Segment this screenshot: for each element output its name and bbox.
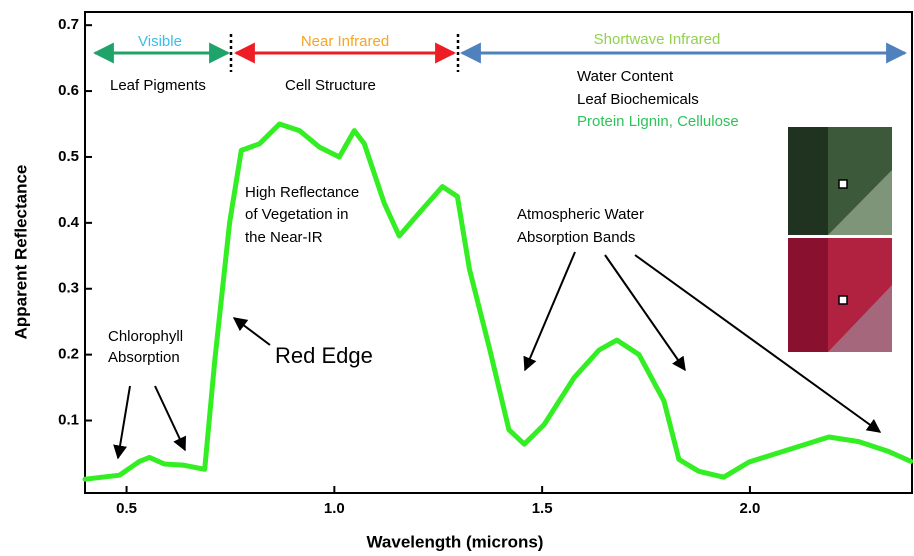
- image-forest: [788, 127, 828, 235]
- y-tick-label: 0.4: [58, 214, 80, 231]
- satellite-images: [788, 127, 892, 352]
- reflectance-line: [85, 124, 911, 479]
- y-tick-label: 0.1: [58, 411, 79, 428]
- chart: Wavelength (microns) Apparent Reflectanc…: [0, 0, 914, 556]
- image-forest: [788, 238, 828, 352]
- y-tick-label: 0.6: [58, 82, 79, 99]
- annotation: Protein Lignin, Cellulose: [577, 113, 739, 130]
- y-tick-label: 0.2: [58, 346, 79, 363]
- x-tick-label: 1.0: [324, 500, 345, 517]
- annotation: Leaf Biochemicals: [577, 91, 699, 108]
- arrow: [234, 318, 270, 345]
- annotation: Chlorophyll: [108, 328, 183, 345]
- x-tick-label: 0.5: [116, 500, 137, 517]
- arrow: [155, 386, 185, 450]
- region-label: Shortwave Infrared: [594, 31, 721, 48]
- arrow: [118, 386, 130, 458]
- image-marker: [839, 180, 847, 188]
- annotation: High Reflectance: [245, 184, 359, 201]
- annotation: of Vegetation in: [245, 206, 348, 223]
- region-label: Near Infrared: [301, 33, 389, 50]
- y-tick-label: 0.7: [58, 16, 79, 33]
- annotation: Atmospheric Water: [517, 206, 644, 223]
- x-tick-label: 1.5: [532, 500, 553, 517]
- y-axis-label: Apparent Reflectance: [11, 165, 30, 340]
- y-tick-label: 0.5: [58, 148, 79, 165]
- annotation: the Near-IR: [245, 229, 323, 246]
- annotation: Red Edge: [275, 343, 373, 368]
- region-label: Visible: [138, 33, 182, 50]
- annotation: Leaf Pigments: [110, 77, 206, 94]
- image-marker: [839, 296, 847, 304]
- x-tick-label: 2.0: [739, 500, 760, 517]
- page: Wavelength (microns) Apparent Reflectanc…: [0, 0, 914, 556]
- annotation: Water Content: [577, 68, 674, 85]
- arrow: [605, 255, 685, 370]
- annotation: Absorption: [108, 349, 180, 366]
- annotation: Absorption Bands: [517, 229, 635, 246]
- x-axis-label: Wavelength (microns): [367, 532, 544, 551]
- y-tick-label: 0.3: [58, 280, 79, 297]
- arrow: [525, 252, 575, 370]
- annotation: Cell Structure: [285, 77, 376, 94]
